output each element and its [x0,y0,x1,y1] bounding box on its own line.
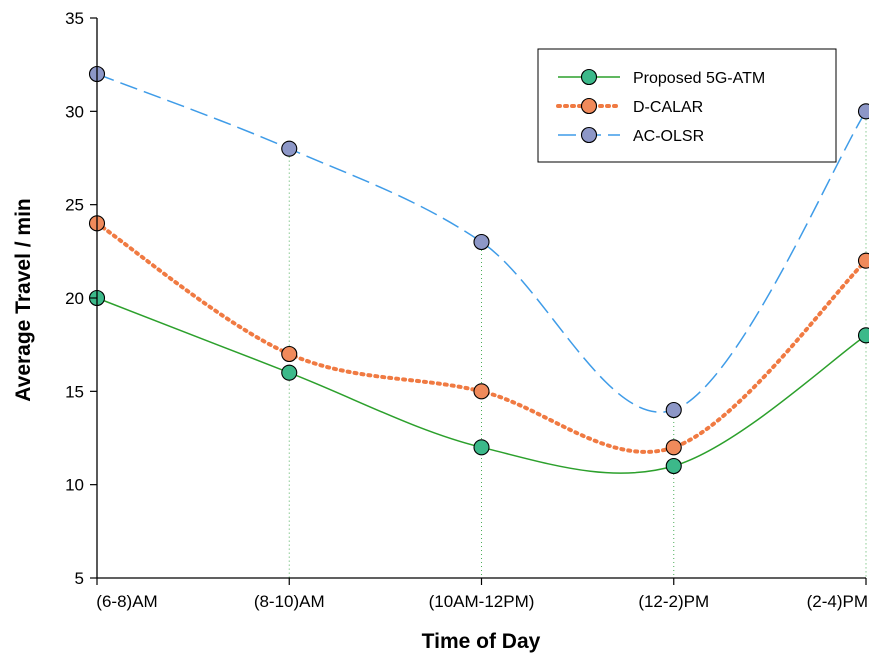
x-tick-label: (10AM-12PM) [429,592,535,611]
y-tick-label: 35 [65,9,84,28]
series-line [96,73,867,413]
y-tick-label: 15 [65,382,84,401]
x-tick-label: (8-10)AM [254,592,325,611]
data-point [473,233,490,251]
data-point [665,401,682,419]
y-axis-ticks: 5 10 15 20 25 30 35 [65,9,97,588]
x-tick-label: (12-2)PM [638,592,709,611]
series-line [95,221,868,454]
legend: Proposed 5G-ATM D-CALAR AC-OLSR [537,48,837,163]
legend-marker [580,68,598,86]
x-axis-title: Time of Day [422,630,541,653]
legend-label: AC-OLSR [633,128,704,145]
data-point [281,140,298,157]
legend-label: D-CALAR [633,99,703,116]
data-point [665,439,682,456]
legend-marker [580,97,598,115]
y-tick-label: 10 [65,476,84,495]
data-point [857,252,869,269]
y-tick-label: 5 [75,569,84,588]
data-point [857,327,869,344]
data-point [857,103,869,120]
y-tick-label: 30 [65,102,84,121]
data-point [473,439,490,456]
legend-label: Proposed 5G-ATM [633,70,765,87]
data-point [665,457,682,475]
y-tick-label: 25 [65,196,84,215]
data-point [281,345,298,363]
legend-marker [580,126,598,144]
y-axis-title: Average Travel / min [12,198,35,402]
x-tick-label: (6-8)AM [96,592,157,611]
y-tick-label: 20 [65,289,84,308]
data-point [473,383,490,400]
data-point [281,364,298,381]
x-tick-label: (2-4)PM [807,592,868,611]
series-markers [88,65,869,475]
x-axis-ticks: (6-8)AM (8-10)AM (10AM-12PM) (12-2)PM (2-4)P… [96,578,868,611]
